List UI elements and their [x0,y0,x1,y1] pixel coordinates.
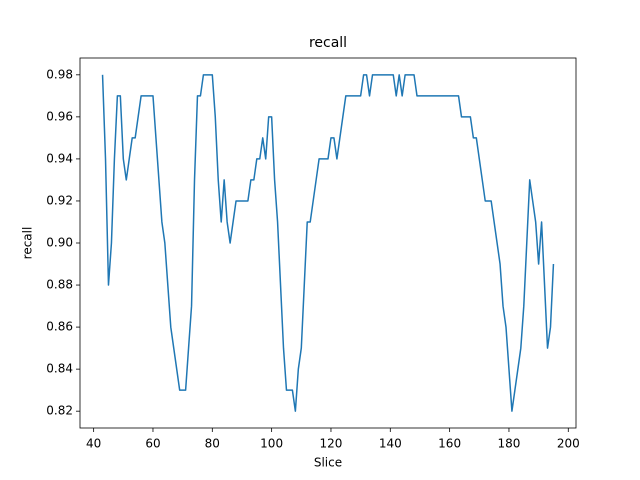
y-tick-label: 0.84 [46,362,73,376]
y-tick-label: 0.86 [46,320,73,334]
y-tick-label: 0.96 [46,109,73,123]
x-tick-label: 200 [557,437,580,451]
x-tick-label: 40 [86,437,101,451]
y-tick-label: 0.90 [46,236,73,250]
y-tick-label: 0.92 [46,193,73,207]
x-tick-label: 80 [205,437,220,451]
x-tick-label: 160 [438,437,461,451]
chart-title: recall [309,35,347,51]
data-line [101,74,555,412]
x-tick-label: 180 [498,437,521,451]
x-axis-label: Slice [314,456,342,470]
x-tick-label: 60 [145,437,160,451]
y-tick-label: 0.82 [46,404,73,418]
x-tick-label: 120 [320,437,343,451]
x-tick-label: 100 [260,437,283,451]
axes-frame [79,57,577,429]
y-tick-label: 0.98 [46,67,73,81]
x-tick-label: 140 [379,437,402,451]
y-axis-label: recall [21,227,35,260]
y-tick-label: 0.88 [46,278,73,292]
y-tick-label: 0.94 [46,151,73,165]
